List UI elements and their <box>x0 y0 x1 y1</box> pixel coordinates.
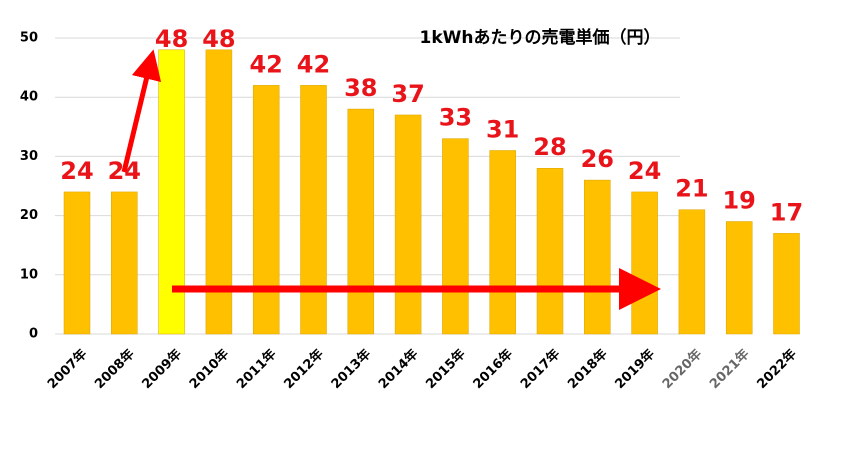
value-label: 26 <box>581 145 614 173</box>
x-tick-label: 2016年 <box>470 346 516 392</box>
x-tick-label: 2012年 <box>281 346 327 392</box>
arrow <box>121 49 162 173</box>
value-label: 21 <box>675 175 708 203</box>
x-tick-label: 2020年 <box>659 346 705 392</box>
x-tick-label: 2022年 <box>754 346 800 392</box>
value-label: 42 <box>249 50 282 78</box>
x-tick-label: 2007年 <box>44 346 90 392</box>
y-tick-label: 20 <box>20 208 38 223</box>
value-label: 48 <box>202 25 235 53</box>
value-label: 28 <box>533 133 566 161</box>
bar <box>111 191 138 335</box>
x-tick-label: 2019年 <box>612 346 658 392</box>
value-label: 24 <box>108 157 141 185</box>
bar <box>394 114 422 335</box>
bar <box>442 138 469 335</box>
bar <box>347 108 375 335</box>
bar <box>678 209 706 335</box>
bar <box>489 150 516 335</box>
bar <box>300 85 327 335</box>
y-tick-label: 40 <box>20 90 38 105</box>
bar <box>63 191 91 335</box>
value-label: 48 <box>155 25 188 53</box>
value-label: 19 <box>722 187 755 215</box>
value-label: 31 <box>486 115 519 143</box>
x-tick-label: 2011年 <box>233 346 279 392</box>
value-label: 37 <box>391 80 424 108</box>
y-tick-label: 50 <box>20 31 38 46</box>
value-label: 24 <box>628 157 661 185</box>
x-tick-label: 2017年 <box>517 346 563 392</box>
x-tick-label: 2015年 <box>423 346 469 392</box>
y-tick-label: 30 <box>20 149 38 164</box>
bar <box>773 233 800 335</box>
value-label: 33 <box>439 104 472 132</box>
x-tick-label: 2009年 <box>139 346 185 392</box>
value-label: 17 <box>770 198 803 226</box>
x-tick-label: 2014年 <box>375 346 421 392</box>
x-tick-label: 2008年 <box>92 346 138 392</box>
x-tick-label: 2021年 <box>706 346 752 392</box>
bar <box>252 85 280 335</box>
bar <box>725 221 753 335</box>
chart-title: 1kWhあたりの売電単価（円） <box>420 27 661 48</box>
bar <box>631 191 658 335</box>
bar <box>584 179 611 335</box>
y-tick-label: 10 <box>20 267 38 282</box>
x-tick-label: 2018年 <box>565 346 611 392</box>
bar <box>536 167 564 335</box>
value-label: 42 <box>297 50 330 78</box>
x-tick-label: 2010年 <box>186 346 232 392</box>
y-tick-label: 0 <box>29 327 38 342</box>
value-label: 24 <box>60 157 93 185</box>
value-label: 38 <box>344 74 377 102</box>
x-tick-label: 2013年 <box>328 346 374 392</box>
